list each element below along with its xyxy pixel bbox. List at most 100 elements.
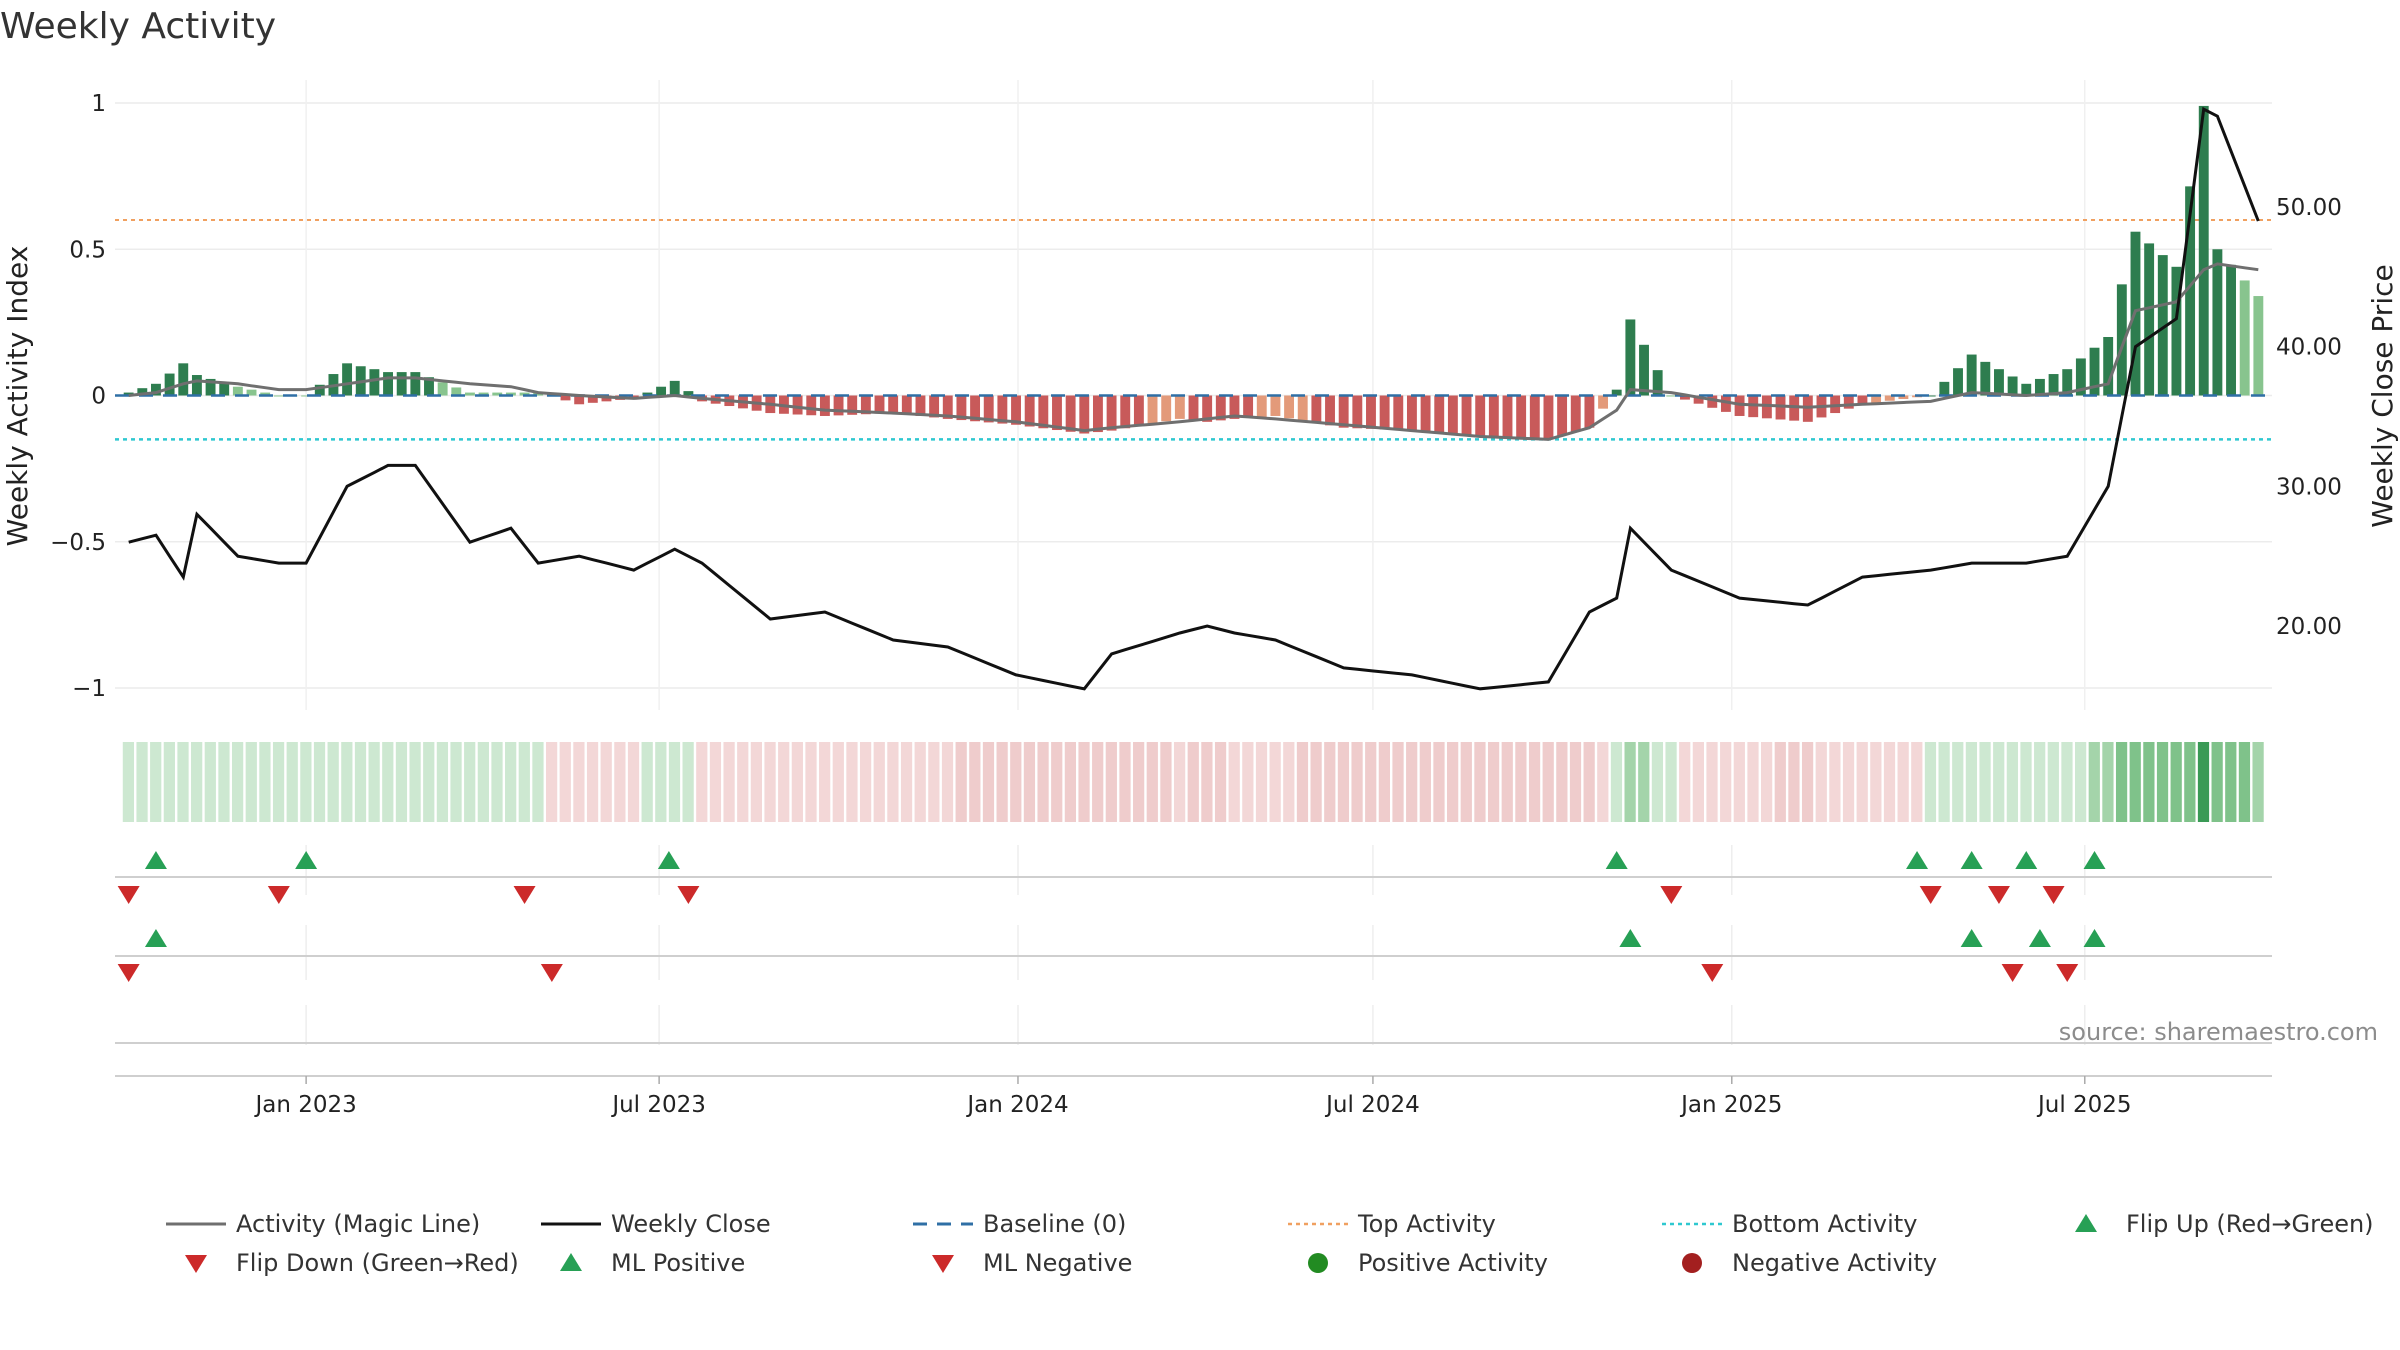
ml-negative-marker: [1701, 964, 1724, 982]
heat-cell: [1119, 742, 1131, 822]
flip-down-marker: [677, 886, 700, 904]
heat-cell: [1283, 742, 1295, 822]
heat-cell: [1979, 742, 1991, 822]
activity-bar: [2198, 105, 2209, 396]
heat-cell: [1365, 742, 1377, 822]
heat-cell: [1952, 742, 1964, 822]
flip-down-marker: [1919, 886, 1942, 904]
legend-flip-down: Flip Down (Green→Red): [185, 1249, 519, 1277]
activity-bar: [901, 395, 912, 415]
heat-cell: [218, 742, 230, 822]
activity-bar: [1652, 370, 1663, 396]
activity-bar: [164, 373, 175, 396]
activity-bar: [997, 395, 1008, 424]
heat-cell: [2211, 742, 2223, 822]
activity-bar: [451, 387, 462, 396]
heat-cell: [1801, 742, 1814, 822]
activity-bar: [2062, 369, 2073, 396]
heat-cell: [1706, 742, 1718, 822]
left-tick-label: −1: [72, 676, 106, 702]
heat-cell: [1993, 742, 2005, 822]
heat-cell: [1187, 742, 1199, 822]
heat-cell: [778, 742, 790, 822]
activity-bar: [492, 392, 503, 396]
heat-cell: [2184, 742, 2196, 822]
heat-cell: [846, 742, 858, 822]
activity-bar: [1420, 395, 1431, 432]
heat-cell: [1474, 742, 1486, 822]
legend-swatch: [560, 1253, 582, 1271]
heat-cell: [518, 742, 530, 822]
heat-cell: [2102, 742, 2114, 822]
heat-cell: [791, 742, 803, 822]
legend-label: ML Negative: [983, 1249, 1132, 1277]
activity-bar: [1994, 369, 2004, 396]
activity-bar: [1338, 395, 1349, 428]
activity-bar: [1065, 395, 1076, 432]
x-tick-label: Jan 2024: [965, 1092, 1068, 1118]
activity-bar: [2089, 347, 2100, 396]
heat-cell: [1761, 742, 1773, 822]
legend-label: Weekly Close: [611, 1210, 771, 1238]
activity-bar: [1598, 395, 1609, 409]
ml-negative-marker: [117, 964, 140, 982]
legend-ml-positive: ML Positive: [560, 1249, 745, 1277]
activity-bar: [1243, 395, 1254, 418]
legend-ml-negative: ML Negative: [932, 1249, 1132, 1277]
heat-cell: [914, 742, 926, 822]
activity-bar: [410, 372, 421, 396]
heat-cell: [177, 742, 189, 822]
activity-bar: [860, 395, 871, 415]
activity-bar: [792, 395, 803, 415]
activity-bar: [246, 389, 257, 396]
heat-cell: [627, 742, 640, 822]
heat-cell: [1569, 742, 1582, 822]
heat-cell: [395, 742, 408, 822]
right-axis-label: Weekly Close Price: [2366, 264, 2399, 527]
x-tick-label: Jan 2023: [253, 1092, 356, 1118]
legend-label: Positive Activity: [1358, 1249, 1548, 1277]
heat-cell: [586, 742, 599, 822]
flip-down-marker: [1987, 886, 2010, 904]
heat-cell: [1788, 742, 1800, 822]
heat-cell: [600, 742, 612, 822]
activity-bar: [1680, 395, 1690, 400]
heat-cell: [409, 742, 421, 822]
heat-cell: [1938, 742, 1950, 822]
activity-bar: [1925, 395, 1936, 397]
activity-bar: [2157, 255, 2168, 396]
heat-cell: [1392, 742, 1404, 822]
activity-bar: [383, 372, 393, 396]
activity-bar: [642, 392, 653, 396]
flip-up-marker: [144, 851, 167, 869]
activity-bar: [2007, 376, 2018, 396]
heat-cell: [341, 742, 353, 822]
legend-weekly-close: Weekly Close: [541, 1210, 771, 1238]
heat-cell: [655, 742, 667, 822]
activity-bar: [1325, 395, 1335, 426]
heat-cell: [1515, 742, 1527, 822]
activity-bar: [1011, 395, 1021, 425]
activity-bar: [1898, 395, 1909, 400]
activity-heat-strip: [122, 742, 2264, 822]
activity-bar: [519, 392, 530, 396]
heat-cell: [2006, 742, 2018, 822]
heat-cell: [1597, 742, 1609, 822]
heat-cell: [2034, 742, 2046, 822]
flip-up-marker: [2015, 851, 2038, 869]
activity-bar: [669, 380, 680, 396]
activity-bar: [1693, 395, 1704, 404]
activity-bar: [956, 395, 967, 421]
chart-title: Weekly Activity: [0, 6, 277, 47]
activity-bar: [1147, 395, 1158, 424]
heat-cell: [1173, 742, 1186, 822]
heat-cell: [1487, 742, 1500, 822]
flip-down-marker: [1660, 886, 1683, 904]
activity-bar: [219, 382, 230, 396]
activity-bar: [574, 395, 585, 405]
heat-cell: [1023, 742, 1036, 822]
heat-cell: [887, 742, 899, 822]
activity-bar: [1953, 368, 1963, 396]
activity-bar: [1461, 395, 1472, 436]
